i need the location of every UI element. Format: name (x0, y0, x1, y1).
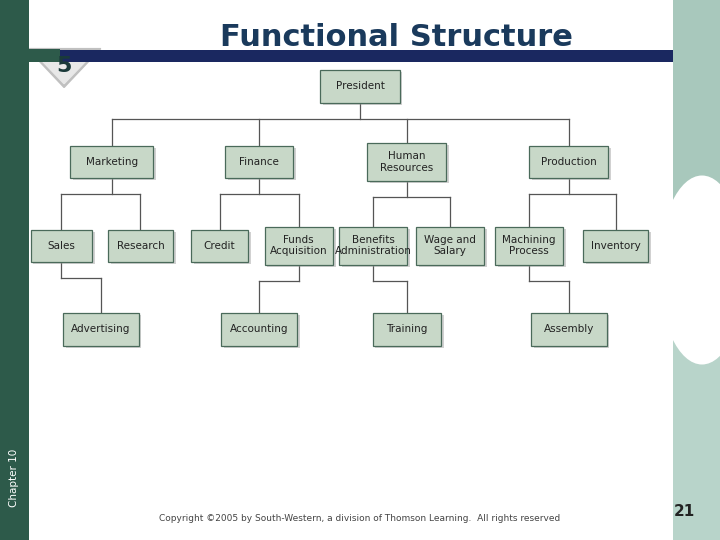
FancyBboxPatch shape (529, 146, 608, 178)
FancyBboxPatch shape (320, 70, 400, 103)
Text: Inventory: Inventory (590, 241, 641, 251)
Text: 21: 21 (673, 504, 695, 519)
FancyBboxPatch shape (534, 315, 609, 348)
FancyBboxPatch shape (416, 227, 484, 265)
FancyBboxPatch shape (586, 232, 651, 264)
FancyBboxPatch shape (342, 229, 410, 267)
FancyBboxPatch shape (33, 232, 95, 264)
Text: Wage and
Salary: Wage and Salary (424, 235, 476, 256)
Text: Human
Resources: Human Resources (380, 151, 433, 173)
FancyBboxPatch shape (367, 143, 446, 181)
Text: Sales: Sales (48, 241, 75, 251)
FancyBboxPatch shape (495, 227, 563, 265)
Text: Marketing: Marketing (86, 157, 138, 167)
Text: Chapter 10: Chapter 10 (9, 449, 19, 507)
FancyBboxPatch shape (111, 232, 176, 264)
Text: Production: Production (541, 157, 597, 167)
FancyBboxPatch shape (225, 146, 294, 178)
FancyBboxPatch shape (30, 230, 92, 262)
Text: Credit: Credit (204, 241, 235, 251)
Ellipse shape (659, 176, 720, 364)
Text: 5: 5 (56, 56, 72, 76)
FancyBboxPatch shape (222, 313, 297, 346)
Bar (0, 0, 29, 540)
FancyBboxPatch shape (265, 227, 333, 265)
FancyBboxPatch shape (370, 145, 449, 183)
FancyBboxPatch shape (225, 315, 300, 348)
FancyBboxPatch shape (376, 315, 444, 348)
Text: Accounting: Accounting (230, 325, 289, 334)
FancyBboxPatch shape (191, 230, 248, 262)
Bar (27, 49, 60, 62)
Bar (673, 243, 720, 540)
Text: Funds
Acquisition: Funds Acquisition (270, 235, 328, 256)
FancyBboxPatch shape (228, 148, 297, 180)
FancyBboxPatch shape (66, 315, 142, 348)
FancyBboxPatch shape (73, 148, 156, 180)
FancyBboxPatch shape (71, 146, 153, 178)
FancyBboxPatch shape (532, 148, 611, 180)
FancyBboxPatch shape (531, 313, 606, 346)
FancyBboxPatch shape (63, 313, 138, 346)
Bar (673, 0, 720, 243)
Text: Copyright ©2005 by South-Western, a division of Thomson Learning.  All rights re: Copyright ©2005 by South-Western, a divi… (159, 514, 561, 523)
Text: Advertising: Advertising (71, 325, 130, 334)
Text: Training: Training (386, 325, 428, 334)
Text: Research: Research (117, 241, 164, 251)
Text: President: President (336, 82, 384, 91)
Polygon shape (27, 49, 101, 87)
FancyBboxPatch shape (268, 229, 336, 267)
FancyBboxPatch shape (373, 313, 441, 346)
Bar (29, 50, 673, 62)
Text: Benefits
Administration: Benefits Administration (335, 235, 411, 256)
Text: Assembly: Assembly (544, 325, 594, 334)
FancyBboxPatch shape (583, 230, 648, 262)
Text: Finance: Finance (239, 157, 279, 167)
Text: Functional Structure: Functional Structure (220, 23, 572, 52)
FancyBboxPatch shape (419, 229, 487, 267)
Text: Machining
Process: Machining Process (503, 235, 556, 256)
Polygon shape (32, 51, 96, 84)
FancyBboxPatch shape (339, 227, 408, 265)
FancyBboxPatch shape (323, 72, 402, 105)
FancyBboxPatch shape (108, 230, 173, 262)
FancyBboxPatch shape (194, 232, 251, 264)
FancyBboxPatch shape (498, 229, 566, 267)
